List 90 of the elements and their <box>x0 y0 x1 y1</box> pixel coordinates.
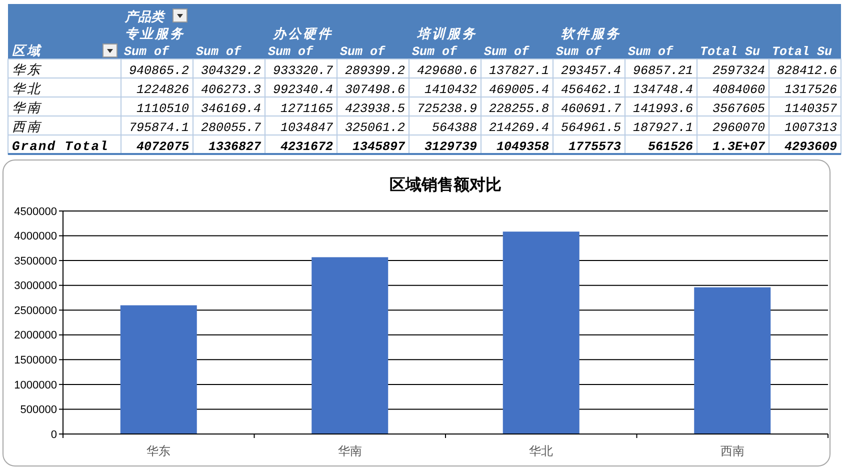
data-label: 429680.6 <box>416 64 478 78</box>
x-tick-label: Total Su <box>772 45 833 59</box>
y-tick-label: 2000000 <box>14 330 57 342</box>
x-tick-label: Sum of <box>268 45 314 59</box>
data-label: 1034847 <box>280 121 334 135</box>
x-tick-label: Sum of <box>628 45 674 59</box>
data-label: 2960070 <box>712 121 766 135</box>
data-label: 1775573 <box>568 140 622 154</box>
data-label: 564961.5 <box>560 121 622 135</box>
data-label: 137827.1 <box>488 64 549 78</box>
data-label: 1271165 <box>280 102 334 116</box>
data-label: 456462.1 <box>560 83 621 97</box>
text: 软件服务 <box>561 26 621 41</box>
data-label: 214269.4 <box>488 121 549 135</box>
data-label: 3129739 <box>424 140 478 154</box>
chart-title: 区域销售额对比 <box>390 176 502 194</box>
x-tick-label: Sum of <box>412 45 458 59</box>
x-tick-label: Sum of <box>196 45 242 59</box>
y-tick-label: 1000000 <box>14 379 57 392</box>
bar <box>120 305 197 434</box>
data-label: 2597324 <box>712 64 765 78</box>
text: 专业服务 <box>125 26 185 41</box>
data-label: 1007313 <box>784 121 838 135</box>
data-label: 346169.4 <box>200 102 261 116</box>
data-label: 1049358 <box>496 140 550 154</box>
y-tick-label: 0 <box>50 428 57 441</box>
y-tick-label: 4500000 <box>14 206 57 218</box>
x-tick-label: Sum of <box>340 45 386 59</box>
data-label: 564388 <box>432 121 478 135</box>
x-tick-label: Sum of <box>484 45 530 59</box>
data-label: 280055.7 <box>200 121 262 135</box>
y-tick-label: 华东 <box>12 62 42 77</box>
data-label: 289399.2 <box>344 64 406 78</box>
data-label: 1224826 <box>136 83 190 97</box>
data-label: 96857.21 <box>632 64 693 78</box>
y-tick-label: 华南 <box>12 100 42 115</box>
bar <box>312 257 388 434</box>
data-label: 725238.9 <box>416 102 477 116</box>
y-tick-label: Grand Total <box>12 139 109 154</box>
x-tick-label: Sum of <box>556 45 602 59</box>
data-label: 134748.4 <box>632 83 693 97</box>
data-label: 460691.7 <box>560 102 622 116</box>
data-label: 406273.3 <box>200 83 262 97</box>
x-tick-label: 西南 <box>720 444 744 458</box>
data-label: 1345897 <box>352 140 406 154</box>
data-label: 187927.1 <box>632 121 693 135</box>
x-tick-label: 华北 <box>529 444 554 458</box>
data-label: 4084060 <box>712 83 766 97</box>
data-label: 4072075 <box>136 140 190 154</box>
x-tick-label: Total Su <box>700 45 761 59</box>
data-label: 828412.6 <box>776 64 838 78</box>
data-label: 307498.6 <box>344 83 406 97</box>
text: 区域 <box>12 43 42 58</box>
x-tick-label: Sum of <box>124 45 170 59</box>
data-label: 1336827 <box>208 140 262 154</box>
data-label: 1110510 <box>136 102 190 116</box>
data-label: 3567605 <box>712 102 766 116</box>
data-label: 561526 <box>648 140 694 154</box>
data-label: 992340.4 <box>272 83 333 97</box>
text: 培训服务 <box>416 26 477 41</box>
data-label: 228255.8 <box>488 102 550 116</box>
text: 产品类 <box>124 9 166 24</box>
x-tick-label: 华东 <box>146 444 171 458</box>
data-label: 141993.6 <box>632 102 694 116</box>
data-label: 293457.4 <box>560 64 621 78</box>
bar <box>694 287 771 434</box>
y-tick-label: 1500000 <box>14 354 57 367</box>
data-label: 1.3E+07 <box>712 140 766 154</box>
y-tick-label: 华北 <box>12 81 42 96</box>
y-tick-label: 西南 <box>12 119 42 134</box>
data-label: 4293609 <box>784 140 838 154</box>
y-tick-label: 3000000 <box>14 280 57 292</box>
y-tick-label: 3500000 <box>14 255 57 268</box>
data-label: 1140357 <box>784 102 838 116</box>
x-tick-label: 华南 <box>338 444 362 458</box>
data-label: 325061.2 <box>344 121 406 135</box>
text: 办公硬件 <box>272 26 333 41</box>
data-label: 933320.7 <box>272 64 334 78</box>
data-label: 795874.1 <box>128 121 189 135</box>
data-label: 304329.2 <box>200 64 262 78</box>
y-tick-label: 2500000 <box>14 304 57 317</box>
data-label: 1317526 <box>784 83 838 97</box>
y-tick-label: 4000000 <box>14 230 57 243</box>
data-label: 423938.5 <box>344 102 406 116</box>
data-label: 4231672 <box>280 140 334 154</box>
bar <box>502 232 580 434</box>
data-label: 1410432 <box>424 83 478 97</box>
data-label: 469005.4 <box>488 83 549 97</box>
data-label: 940865.2 <box>128 64 190 78</box>
y-tick-label: 500000 <box>20 404 57 416</box>
